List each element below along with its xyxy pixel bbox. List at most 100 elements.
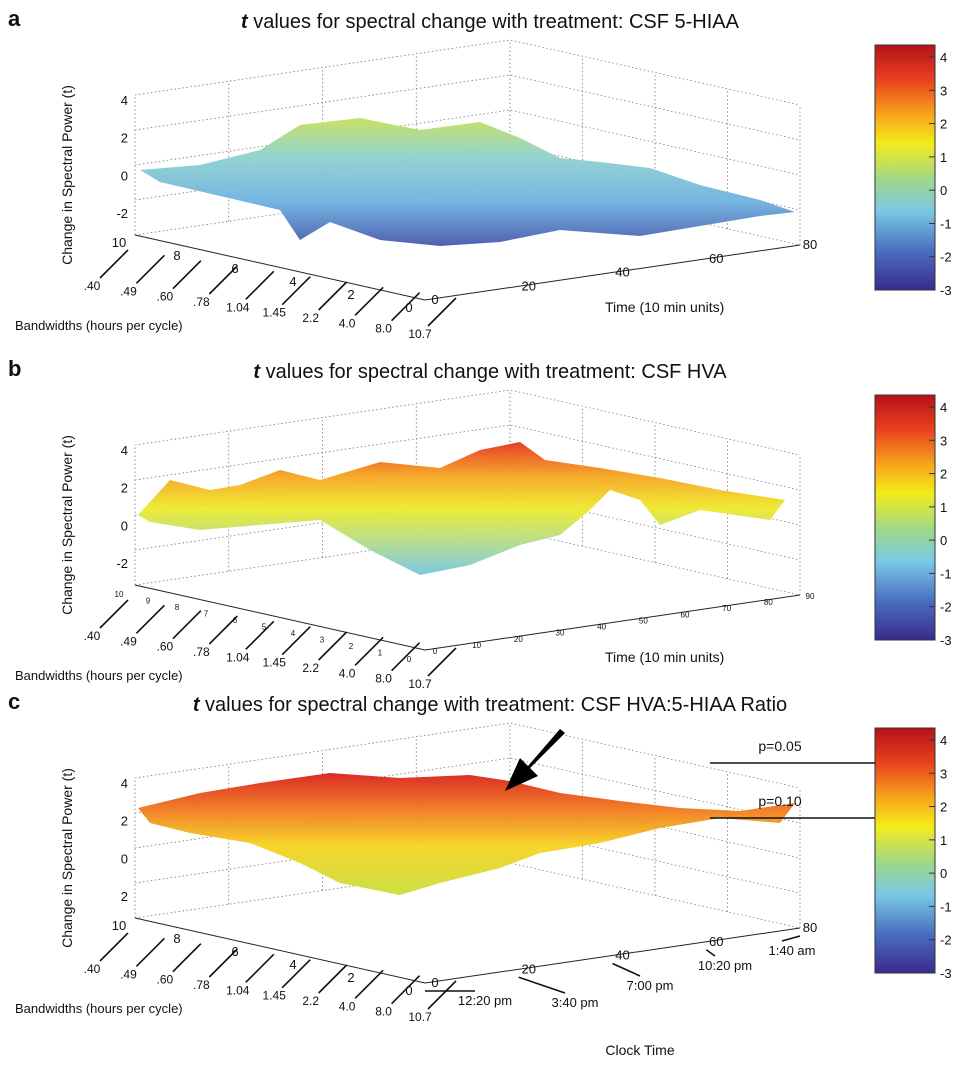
bandwidth-line <box>318 964 348 994</box>
bandwidth-label: 1.04 <box>226 650 250 664</box>
bandwidth-label: 1.45 <box>263 989 287 1003</box>
depth-tick-label: 5 <box>262 623 267 632</box>
bandwidth-label: 1.45 <box>263 306 287 320</box>
bandwidth-axis-label: Bandwidths (hours per cycle) <box>15 1001 183 1016</box>
bandwidth-label: 8.0 <box>375 322 392 336</box>
colorbar-tick-label: 4 <box>940 733 947 748</box>
clock-tick-label: 3:40 pm <box>552 995 599 1010</box>
bandwidth-label: 1.04 <box>226 983 250 997</box>
clock-tick-label: 12:20 pm <box>458 993 512 1008</box>
time-tick-label: 90 <box>806 592 815 601</box>
bandwidth-line <box>172 610 202 640</box>
bandwidth-label: .40 <box>84 962 101 976</box>
threshold-label: p=0.05 <box>758 738 801 754</box>
bandwidth-line <box>135 937 166 967</box>
colorbar-tick-label: 2 <box>940 800 947 815</box>
depth-tick-label: 10 <box>112 918 126 933</box>
time-tick-label: 40 <box>615 265 629 280</box>
title-variable: t <box>193 694 201 716</box>
bandwidth-line <box>99 599 129 629</box>
colorbar-tick-label: 3 <box>940 83 947 98</box>
bandwidth-label: 4.0 <box>339 666 356 680</box>
bandwidth-label: 4.0 <box>339 316 356 330</box>
panel-letter: c <box>8 689 20 714</box>
bandwidth-label: 4.0 <box>339 999 356 1013</box>
time-tick-label: 20 <box>522 278 536 293</box>
bandwidth-label: 8.0 <box>375 1005 392 1019</box>
bandwidth-label: 1.45 <box>263 656 287 670</box>
time-tick-label: 20 <box>522 961 536 976</box>
depth-tick-label: 0 <box>405 300 412 315</box>
wall-top <box>134 722 801 789</box>
time-tick-label: 0 <box>431 975 438 990</box>
bandwidth-line <box>172 260 202 290</box>
z-tick-label: 2 <box>121 481 128 496</box>
z-tick-label: 0 <box>121 851 128 866</box>
floor-back <box>134 862 801 929</box>
bandwidth-line <box>318 281 348 311</box>
colorbar-tick-label: -2 <box>940 250 952 265</box>
colorbar-tick-label: 2 <box>940 117 947 132</box>
depth-tick-label: 8 <box>173 931 180 946</box>
title-text: values for spectral change with treatmen… <box>260 361 727 383</box>
colorbar-tick-label: 0 <box>940 866 947 881</box>
time-tick-label: 40 <box>615 948 629 963</box>
wall-grid <box>134 494 801 561</box>
time-tick-label: 60 <box>709 251 723 266</box>
bandwidth-line <box>427 980 457 1010</box>
bandwidth-line <box>208 265 238 295</box>
bandwidth-line <box>281 626 311 656</box>
surface <box>138 442 785 575</box>
colorbar-tick-label: 2 <box>940 467 947 482</box>
depth-tick-label: 10 <box>115 590 124 599</box>
colorbar <box>874 394 936 641</box>
panel: c t values for spectral change with treat… <box>8 689 952 1058</box>
depth-tick-label: 6 <box>233 616 238 625</box>
bandwidth-axis-label: Bandwidths (hours per cycle) <box>15 318 183 333</box>
z-tick-label: -2 <box>116 556 128 571</box>
clock-line <box>612 962 641 977</box>
clock-tick-label: 7:00 pm <box>627 978 674 993</box>
bandwidth-label: .78 <box>193 295 210 309</box>
bandwidth-label: 1.04 <box>226 300 250 314</box>
depth-tick-label: 0 <box>405 983 412 998</box>
time-tick-label: 0 <box>431 292 438 307</box>
bandwidth-line <box>281 276 311 306</box>
panel: b t values for spectral change with treat… <box>8 356 952 691</box>
depth-tick-label: 10 <box>112 235 126 250</box>
bandwidth-line <box>135 604 166 634</box>
floor-axes <box>134 917 801 984</box>
bandwidth-line <box>245 620 275 650</box>
z-tick-label: 2 <box>121 131 128 146</box>
colorbar-tick-label: 4 <box>940 50 947 65</box>
panel-title: t values for spectral change with treatm… <box>193 694 787 716</box>
peak-arrow <box>505 729 565 791</box>
time-axis-label: Time (10 min units) <box>605 299 724 315</box>
colorbar-tick-label: -3 <box>940 966 952 981</box>
time-axis-label: Time (10 min units) <box>605 649 724 665</box>
panel: a t values for spectral change with treat… <box>8 6 952 341</box>
time-tick-label: 40 <box>597 623 606 632</box>
title-variable: t <box>253 361 261 383</box>
bandwidth-axis-label: Bandwidths (hours per cycle) <box>15 668 183 683</box>
depth-tick-label: 4 <box>289 957 296 972</box>
bandwidth-label: .78 <box>193 645 210 659</box>
bandwidth-line <box>427 647 457 677</box>
title-variable: t <box>241 11 249 33</box>
depth-tick-label: 2 <box>347 970 354 985</box>
time-tick-label: 80 <box>764 598 773 607</box>
bandwidth-line <box>99 249 129 279</box>
bandwidth-line <box>208 948 238 978</box>
time-tick-label: 0 <box>433 647 438 656</box>
depth-tick-label: 4 <box>291 629 296 638</box>
time-tick-label: 30 <box>556 629 565 638</box>
floor-back <box>134 529 801 596</box>
clock-axis-label: Clock Time <box>605 1042 674 1058</box>
clock-line <box>518 976 566 994</box>
colorbar-tick-label: -1 <box>940 566 952 581</box>
wall-top <box>134 39 801 106</box>
colorbar-tick-label: 4 <box>940 400 947 415</box>
clock-tick-label: 10:20 pm <box>698 958 752 973</box>
bandwidth-label: 2.2 <box>302 994 319 1008</box>
